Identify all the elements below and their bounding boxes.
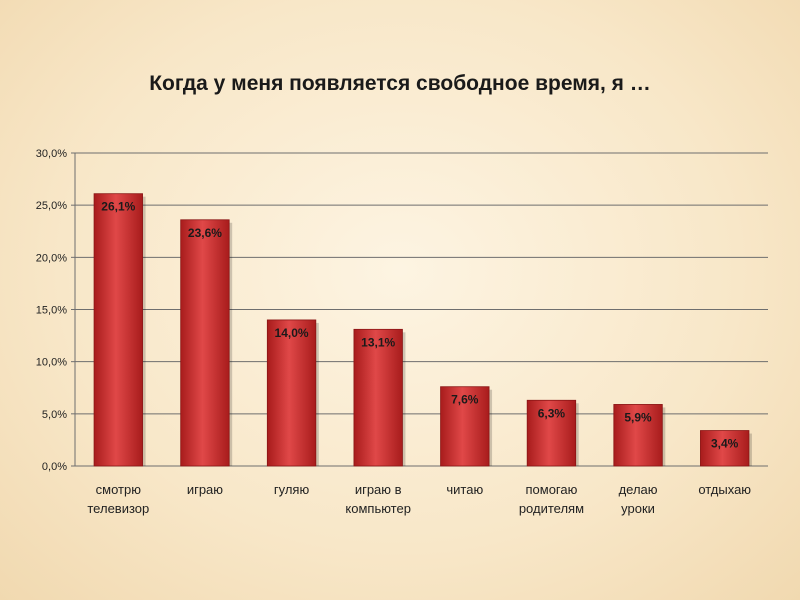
x-tick-label: гуляю <box>274 482 310 497</box>
x-tick-label: делаю <box>619 482 658 497</box>
bar <box>353 328 403 467</box>
y-tick-label: 30,0% <box>36 148 67 160</box>
data-label: 23,6% <box>188 226 222 240</box>
bar <box>180 219 230 467</box>
y-tick-label: 20,0% <box>36 252 67 264</box>
bar <box>526 399 577 467</box>
x-tick-label: играю <box>187 482 223 497</box>
x-tick-label: телевизор <box>87 501 149 516</box>
bar <box>440 386 490 467</box>
data-label: 14,0% <box>275 326 309 340</box>
data-label: 13,1% <box>361 335 395 349</box>
bar <box>613 404 663 467</box>
x-tick-label: смотрю <box>96 482 142 497</box>
data-label: 26,1% <box>101 200 135 214</box>
data-label: 6,3% <box>538 406 566 420</box>
bar <box>700 430 750 467</box>
y-tick-label: 5,0% <box>42 409 67 421</box>
x-tick-label: помогаю <box>526 482 578 497</box>
y-tick-label: 0,0% <box>42 461 67 473</box>
x-tick-label: читаю <box>446 482 483 497</box>
chart-title: Когда у меня появляется свободное время,… <box>149 72 651 95</box>
y-tick-label: 25,0% <box>36 200 67 212</box>
bar <box>93 193 143 467</box>
x-tick-label: компьютер <box>345 501 411 516</box>
x-tick-label: родителям <box>519 501 584 516</box>
x-tick-label: уроки <box>621 501 655 516</box>
y-tick-label: 15,0% <box>36 305 67 317</box>
data-label: 5,9% <box>624 410 652 424</box>
data-label: 7,6% <box>451 393 479 407</box>
x-tick-label: отдыхаю <box>698 482 751 497</box>
bar <box>266 319 317 467</box>
y-tick-label: 10,0% <box>36 357 67 369</box>
x-tick-label: играю в <box>355 482 402 497</box>
data-label: 3,4% <box>711 437 739 451</box>
